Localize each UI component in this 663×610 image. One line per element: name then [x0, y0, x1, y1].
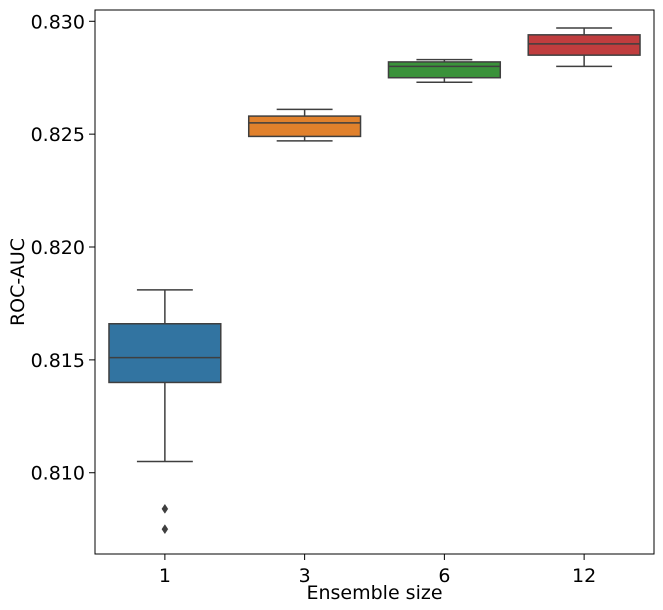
x-tick-label: 6 — [438, 565, 450, 587]
y-tick-label: 0.825 — [31, 124, 85, 146]
y-tick-label: 0.815 — [31, 350, 85, 372]
box-group-3 — [247, 108, 362, 142]
box-iqr — [108, 323, 222, 384]
y-axis: 0.810 0.815 0.820 0.825 0.830 — [31, 11, 95, 485]
box-series — [108, 27, 641, 535]
y-tick-label: 0.830 — [31, 11, 85, 33]
x-tick-label: 3 — [299, 565, 311, 587]
x-tick-label: 1 — [159, 565, 171, 587]
x-axis-label: Ensemble size — [306, 582, 442, 604]
y-tick-label: 0.810 — [31, 463, 85, 485]
plot-frame — [94, 9, 655, 555]
box-iqr — [387, 61, 502, 79]
box-iqr — [527, 34, 641, 56]
x-axis: 1 3 6 12 — [159, 554, 596, 587]
y-tick-label: 0.820 — [31, 237, 85, 259]
outlier-point — [161, 503, 169, 514]
box-group-1 — [108, 289, 222, 535]
outlier-point — [161, 524, 169, 535]
plot-area — [95, 10, 654, 554]
box-iqr — [247, 115, 362, 138]
box-group-12 — [527, 27, 641, 68]
x-tick-label: 12 — [572, 565, 596, 587]
y-axis-label: ROC-AUC — [7, 238, 29, 326]
box-group-6 — [387, 58, 502, 83]
